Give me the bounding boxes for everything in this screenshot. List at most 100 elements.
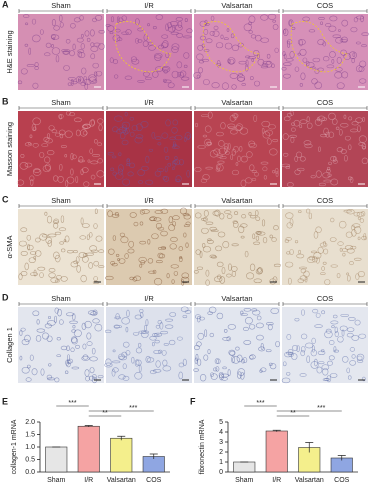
- tissue-detail: [349, 360, 357, 366]
- tissue-detail: [354, 319, 361, 326]
- tissue-detail: [303, 140, 312, 146]
- tissue-detail: [79, 129, 88, 137]
- error-bar: [84, 425, 93, 427]
- tissue-detail: [197, 145, 206, 149]
- tissue-detail: [244, 250, 249, 258]
- tissue-detail: [57, 308, 62, 317]
- tissue-detail: [64, 235, 70, 243]
- tissue-detail: [275, 167, 279, 174]
- tissue-detail: [321, 310, 326, 315]
- lesion-outline: [202, 21, 260, 73]
- tissue-detail: [292, 345, 298, 351]
- tissue-detail: [145, 76, 152, 81]
- tissue-detail: [88, 375, 95, 381]
- tissue-detail: [39, 272, 44, 278]
- tissue-detail: [252, 233, 256, 240]
- tissue-detail: [18, 240, 27, 247]
- tissue-detail: [317, 246, 324, 255]
- tissue-detail: [146, 357, 155, 363]
- tissue-detail: [171, 43, 180, 50]
- tissue-detail: [122, 178, 131, 186]
- tissue-detail: [346, 332, 354, 338]
- tissue-detail: [256, 334, 264, 341]
- tissue-detail: [157, 142, 162, 146]
- tissue-detail: [118, 355, 127, 361]
- texture: [281, 308, 367, 384]
- tissue-detail: [60, 145, 67, 148]
- tissue-detail: [59, 163, 63, 171]
- tissue-detail: [119, 232, 125, 237]
- texture: [194, 111, 279, 187]
- tissue-detail: [176, 61, 183, 69]
- tissue-detail: [204, 23, 210, 26]
- tissue-detail: [98, 265, 105, 268]
- tissue-detail: [164, 166, 168, 173]
- tissue-detail: [197, 45, 204, 51]
- tissue-detail: [331, 59, 335, 64]
- tissue-detail: [153, 349, 161, 354]
- tissue-detail: [300, 72, 306, 80]
- tissue-detail: [155, 260, 163, 264]
- tissue-detail: [336, 56, 342, 64]
- tissue-detail: [302, 57, 308, 63]
- tissue-detail: [72, 313, 76, 321]
- tissue-detail: [353, 212, 360, 217]
- tissue-detail: [218, 371, 224, 379]
- column-header: Sham: [51, 1, 71, 10]
- tissue-detail: [196, 315, 201, 323]
- tissue-detail: [36, 328, 46, 333]
- tissue-detail: [288, 19, 294, 27]
- tissue-detail: [301, 345, 306, 353]
- tissue-detail: [46, 374, 53, 380]
- tissue-detail: [220, 34, 224, 40]
- tissue-detail: [137, 27, 144, 32]
- tissue-detail: [251, 170, 257, 173]
- significance-label: ***: [317, 405, 325, 412]
- tissue-detail: [217, 160, 225, 164]
- tissue-detail: [360, 15, 364, 23]
- tissue-detail: [80, 274, 87, 283]
- tissue-detail: [126, 158, 131, 165]
- tissue-detail: [265, 129, 273, 136]
- tissue-detail: [231, 270, 236, 278]
- tissue-detail: [105, 358, 112, 366]
- tissue-detail: [170, 31, 179, 35]
- tissue-detail: [289, 50, 295, 59]
- tissue-detail: [89, 356, 98, 362]
- tissue-detail: [205, 38, 213, 44]
- tissue-detail: [65, 110, 71, 116]
- tissue-detail: [243, 326, 249, 332]
- tissue-detail: [79, 235, 87, 240]
- tissue-detail: [93, 276, 98, 282]
- tissue-detail: [85, 252, 94, 256]
- tissue-detail: [260, 367, 267, 373]
- tissue-detail: [217, 231, 226, 238]
- tissue-detail: [299, 48, 307, 56]
- x-tick-label: COS: [146, 477, 162, 484]
- tissue-detail: [125, 29, 132, 35]
- tissue-detail: [329, 237, 337, 242]
- tissue-detail: [24, 262, 29, 271]
- tissue-detail: [352, 52, 356, 57]
- tissue-detail: [51, 47, 61, 55]
- tissue-detail: [171, 70, 179, 79]
- error-bar: [305, 442, 314, 453]
- tissue-detail: [359, 60, 367, 68]
- tissue-detail: [155, 14, 164, 20]
- tissue-detail: [70, 153, 74, 161]
- tissue-detail: [131, 58, 140, 65]
- tissue-detail: [361, 44, 367, 48]
- tissue-detail: [216, 312, 224, 320]
- tissue-detail: [320, 133, 327, 138]
- tissue-detail: [133, 275, 142, 281]
- tissue-detail: [82, 123, 91, 129]
- tissue-detail: [97, 142, 103, 147]
- tissue-detail: [17, 80, 23, 85]
- tissue-detail: [216, 131, 224, 137]
- tissue-detail: [300, 309, 306, 316]
- tissue-detail: [359, 78, 367, 84]
- tissue-detail: [160, 208, 169, 214]
- tissue-detail: [286, 334, 292, 340]
- column-header: Sham: [51, 294, 71, 303]
- tissue-detail: [81, 322, 87, 330]
